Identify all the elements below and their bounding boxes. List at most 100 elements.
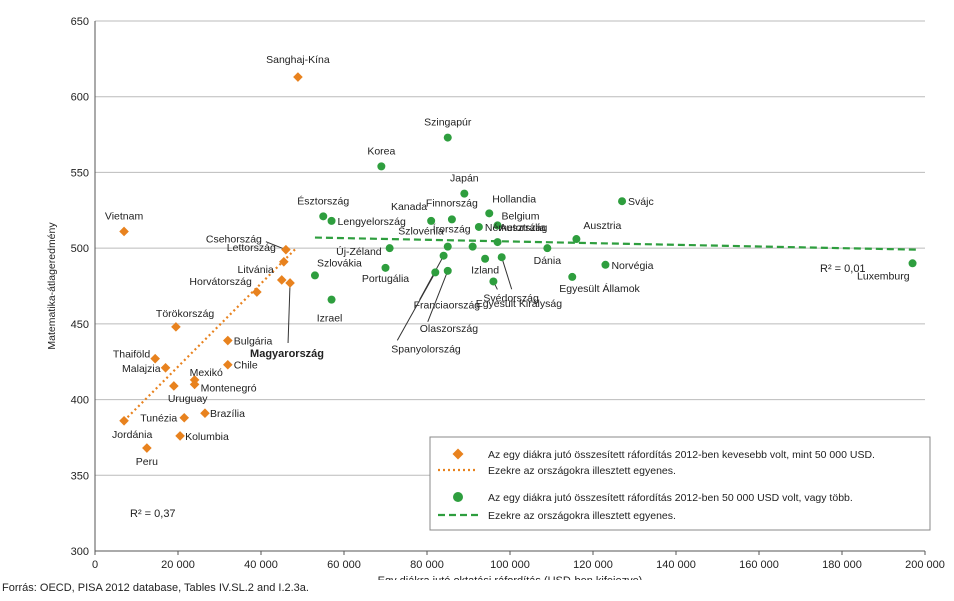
- point-label: Portugália: [362, 273, 409, 285]
- point-label: Kanada: [391, 201, 427, 213]
- data-point-diamond: [169, 381, 179, 391]
- legend-label: Ezekre az országokra illesztett egyenes.: [488, 510, 676, 522]
- data-point-circle: [618, 197, 627, 206]
- data-point-circle: [310, 271, 319, 280]
- point-label: Észtország: [297, 194, 349, 207]
- y-tick-label: 450: [71, 319, 89, 331]
- point-label: Dánia: [534, 255, 562, 267]
- data-point-circle: [489, 277, 498, 286]
- point-label: Írország: [433, 223, 471, 236]
- point-label: Finnország: [426, 197, 478, 209]
- point-label: Chile: [234, 360, 258, 372]
- legend-box: [429, 436, 931, 531]
- x-tick-label: 120 000: [573, 559, 613, 571]
- data-point-diamond: [293, 72, 303, 82]
- data-point-diamond: [223, 359, 233, 370]
- data-point-circle: [431, 268, 440, 277]
- point-label: Tunézia: [140, 413, 177, 425]
- data-point-circle: [327, 216, 336, 225]
- point-label: Svédország: [483, 292, 539, 304]
- point-label: Mexikó: [190, 367, 223, 379]
- data-point-diamond: [189, 379, 200, 390]
- point-label: Olaszország: [420, 323, 479, 335]
- source-note: Forrás: OECD, PISA 2012 database, Tables…: [2, 582, 309, 594]
- legend-circle-marker: [453, 492, 463, 502]
- data-point-circle: [481, 254, 490, 263]
- data-point-circle: [385, 244, 394, 253]
- y-tick-label: 650: [71, 16, 89, 28]
- data-point-diamond: [171, 322, 181, 332]
- point-label: Ausztrália: [500, 222, 546, 234]
- x-tick-label: 100 000: [490, 559, 530, 571]
- point-label: Németország: [485, 222, 548, 234]
- legend-label: Az egy diákra jutó összesített ráfordítá…: [488, 449, 875, 461]
- point-label: Japán: [450, 173, 479, 185]
- x-tick-label: 80 000: [410, 559, 444, 571]
- x-axis-title: Egy diákra jutó oktatási ráfordítás (USD…: [378, 575, 643, 580]
- point-label: Kolumbia: [185, 431, 229, 443]
- x-tick-label: 0: [92, 559, 98, 571]
- x-tick-label: 20 000: [161, 559, 195, 571]
- data-point-diamond: [223, 335, 233, 346]
- x-tick-label: 160 000: [739, 559, 779, 571]
- legend-label: Ezekre az országokra illesztett egyenes.: [488, 465, 676, 477]
- point-label: Izrael: [317, 313, 343, 325]
- data-point-circle: [427, 216, 436, 225]
- point-label: Brazília: [210, 408, 245, 420]
- data-point-circle: [474, 222, 483, 231]
- point-label: Törökország: [156, 308, 215, 320]
- data-point-diamond: [119, 226, 129, 237]
- data-point-diamond: [119, 415, 129, 426]
- data-point-circle: [485, 209, 494, 218]
- point-label: Norvégia: [611, 260, 653, 272]
- data-point-circle: [497, 253, 506, 262]
- point-label: Luxemburg: [857, 270, 910, 282]
- point-label: Jordánia: [112, 429, 152, 441]
- y-tick-label: 600: [71, 92, 89, 104]
- trend-line: [123, 247, 298, 422]
- data-point-diamond: [200, 408, 210, 418]
- point-label: Malajzia: [122, 363, 161, 375]
- leader-line: [501, 257, 513, 290]
- data-point-circle: [443, 133, 452, 142]
- data-point-diamond: [142, 443, 152, 453]
- point-label: Új-Zéland: [336, 245, 382, 258]
- x-tick-label: 60 000: [327, 559, 361, 571]
- data-point-circle: [543, 244, 552, 253]
- data-point-diamond: [252, 287, 262, 297]
- data-point-circle: [601, 260, 610, 269]
- x-tick-label: 40 000: [244, 559, 278, 571]
- point-label: Thaiföld: [113, 349, 151, 361]
- point-label: Montenegró: [201, 382, 257, 394]
- point-label: Hollandia: [492, 193, 536, 205]
- point-label: Svájc: [628, 196, 654, 208]
- data-point-circle: [439, 251, 448, 260]
- data-point-circle: [377, 162, 386, 171]
- data-point-circle: [381, 263, 390, 272]
- data-point-diamond: [160, 362, 171, 373]
- r2-label-high: R² = 0,01: [820, 263, 866, 275]
- data-point-circle: [468, 242, 477, 251]
- y-tick-label: 350: [71, 470, 89, 482]
- leader-line: [396, 272, 436, 341]
- leader-line: [287, 282, 291, 343]
- point-label: Csehország: [206, 234, 262, 246]
- trend-line: [314, 236, 917, 251]
- data-point-circle: [908, 259, 917, 268]
- data-point-diamond: [175, 431, 185, 441]
- data-point-diamond: [285, 278, 295, 288]
- scatter-chart: 300 350 400 450 500 550 600 650 0 20 000 40 000 60 …: [46, 16, 945, 580]
- leader-line: [427, 270, 449, 323]
- point-label: Egyesült Királyság: [476, 298, 563, 310]
- data-point-circle: [572, 235, 581, 244]
- data-point-circle: [568, 272, 577, 281]
- point-label: Korea: [367, 145, 395, 157]
- data-point-diamond: [179, 412, 190, 423]
- data-point-circle: [493, 238, 502, 247]
- point-label: Szingapúr: [424, 117, 472, 129]
- point-label: Ausztria: [583, 220, 621, 232]
- r2-label-low: R² = 0,37: [130, 508, 176, 520]
- x-tick-label: 140 000: [656, 559, 696, 571]
- point-label: Sanghaj-Kína: [266, 54, 330, 66]
- point-label: Peru: [136, 456, 158, 468]
